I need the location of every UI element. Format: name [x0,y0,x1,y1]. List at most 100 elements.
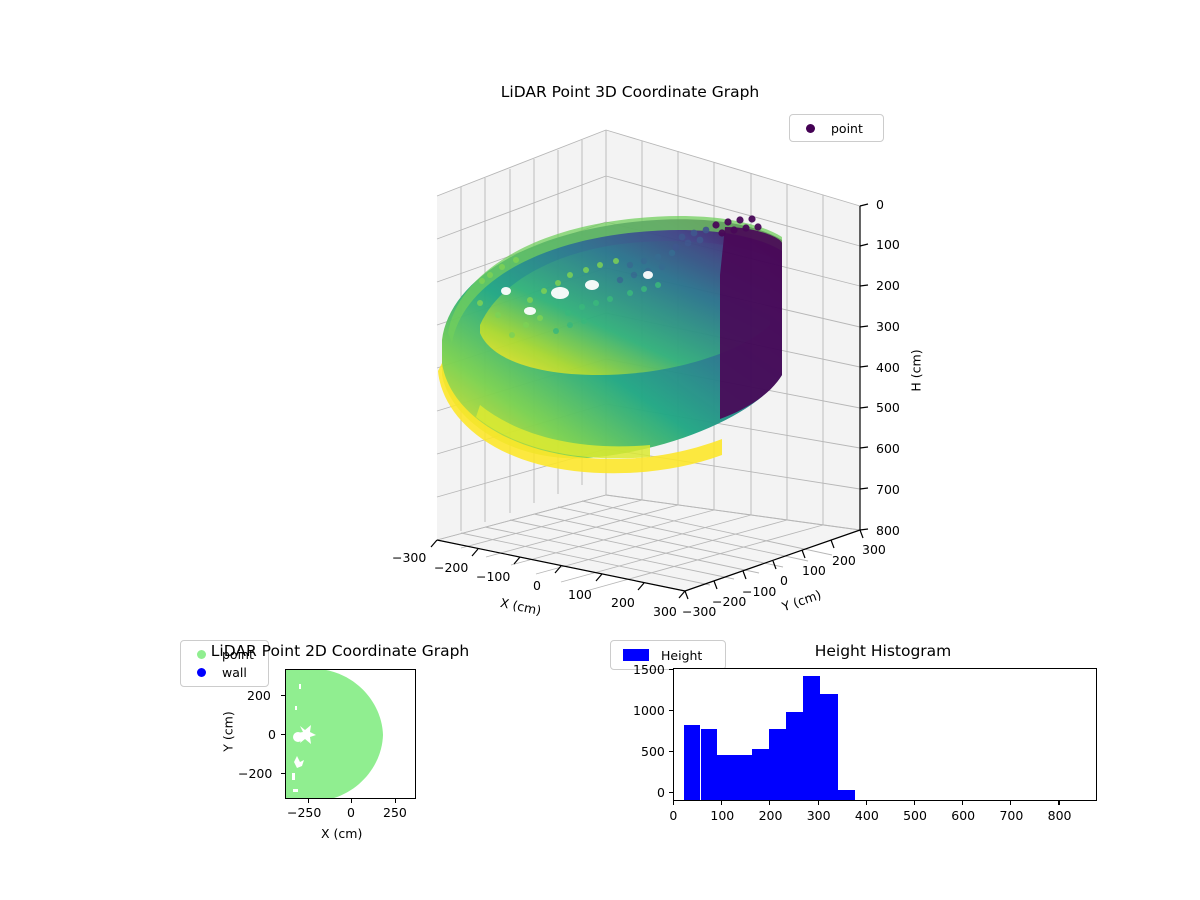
plot3d-xtick-4: 100 [568,587,592,602]
histogram-xtick-mark [769,801,771,805]
histogram-xtick-mark [721,801,723,805]
plot2d-ytick-mark-0 [281,734,285,736]
plot3d-panel: LiDAR Point 3D Coordinate Graph [330,75,930,655]
legend-label-height: Height [661,647,703,663]
histogram-xtick-label: 400 [854,808,879,823]
plot3d-ytick-5: 200 [832,553,856,568]
plot3d-ytick-6: 300 [862,542,886,557]
histogram-xtick-mark [913,801,915,805]
histogram-xtick-label: 200 [758,808,783,823]
legend-item-point[interactable]: point [189,645,260,664]
histogram-xtick-mark [962,801,964,805]
histogram-bar [785,712,804,800]
histogram-bar [837,790,855,800]
legend-item-wall[interactable]: wall [189,664,260,683]
plot3d-xtick-5: 200 [611,595,635,610]
plot3d-zaxis-label: H (cm) [908,349,924,392]
plot3d-xtick-0: −300 [392,550,427,565]
histogram-bar [768,728,786,800]
plot2d-xtick-mark-0 [351,799,353,803]
plot3d-ztick-3: 300 [876,319,900,334]
legend-item-height[interactable]: Height [619,646,717,665]
histogram-ytick-1500: 1500 [633,662,665,677]
plot2d-xtick-0: 0 [347,805,355,820]
histogram-xtick-mark [817,801,819,805]
legend-item-point[interactable]: point [798,119,875,137]
histogram-bars [674,669,1096,800]
plot3d-xtick-6: 300 [653,604,677,619]
plot2d-ytick-0: 0 [268,727,276,742]
plot3d-legend[interactable]: point [789,114,884,142]
plot3d-ztick-1: 100 [876,237,900,252]
histogram-title: Height Histogram [814,642,952,660]
histogram-xtick-mark [865,801,867,805]
plot3d-ztick-6: 600 [876,441,900,456]
plot2d-yaxis-label: Y (cm) [220,711,236,752]
histogram-legend[interactable]: Height [610,640,726,670]
plot3d-xtick-2: −100 [476,569,511,584]
histogram-bar [700,728,718,800]
plot2d-title: LiDAR Point 2D Coordinate Graph [210,642,470,660]
plot2d-ytick-neg200: −200 [238,766,273,781]
height-swatch-icon [623,649,649,661]
plot2d-axes [285,669,416,799]
plot3d-ytick-3: 0 [780,573,788,588]
plot3d-ztick-7: 700 [876,482,900,497]
histogram-xtick-label: 800 [1047,808,1072,823]
histogram-panel: Height Histogram 1500 1000 500 0 0 100 200… [610,640,1130,840]
plot3d-xtick-3: 0 [533,578,541,593]
plot2d-xtick-mark-neg250 [308,799,310,803]
plot2d-ytick-mark-neg200 [281,773,285,775]
histogram-xtick-label: 600 [951,808,976,823]
point-marker-icon [197,649,206,659]
plot2d-ytick-mark-200 [281,695,285,697]
plot2d-panel: LiDAR Point 2D Coordinate Graph [180,640,540,855]
point-cloud [438,215,782,474]
histogram-xtick-label: 100 [710,808,735,823]
histogram-xtick-label: 700 [999,808,1024,823]
histogram-ytick-mark-1500 [669,669,673,671]
legend-label-point: point [831,120,863,136]
histogram-xtick-mark [673,801,675,805]
plot3d-ytick-2: −100 [742,584,777,599]
histogram-bar [803,676,820,800]
plot3d-axes [430,129,869,600]
histogram-bar [683,724,701,800]
histogram-ytick-mark-500 [669,751,673,753]
plot2d-xaxis-label: X (cm) [321,826,363,841]
plot3d-ytick-4: 100 [802,563,826,578]
plot2d-xtick-250: 250 [383,805,407,820]
plot3d-ytick-0: −300 [682,604,717,619]
plot3d-ztick-0: 0 [876,197,884,212]
histogram-ytick-mark-1000 [669,710,673,712]
legend-label-point: point [222,646,254,662]
plot3d-ytick-1: −200 [712,594,747,609]
plot3d-ztick-4: 400 [876,360,900,375]
plot3d-ztick-2: 200 [876,278,900,293]
histogram-bar [819,693,838,800]
histogram-ytick-0: 0 [657,785,665,800]
histogram-ytick-1000: 1000 [633,703,665,718]
histogram-xticks: 0 100 200 300 400 500 600 700 800 [610,640,1130,840]
histogram-xtick-label: 300 [806,808,831,823]
histogram-bar [717,755,735,800]
histogram-bar [752,748,769,800]
histogram-xtick-mark [1010,801,1012,805]
histogram-xtick-label: 0 [669,808,678,823]
histogram-xtick-mark [1058,801,1060,805]
histogram-ytick-500: 500 [641,744,665,759]
plot3d-xtick-1: −200 [434,560,469,575]
wall-marker-icon [197,668,206,678]
plot3d-ztick-5: 500 [876,400,900,415]
plot3d-title: LiDAR Point 3D Coordinate Graph [500,83,760,101]
histogram-bar [734,755,753,800]
legend-label-wall: wall [222,665,247,681]
point-marker-icon [806,123,815,133]
plot2d-xtick-mark-250 [395,799,397,803]
plot2d-point-field [286,670,383,798]
plot2d-ytick-200: 200 [247,688,271,703]
histogram-axes [673,668,1097,801]
plot2d-legend[interactable]: point wall [180,640,269,687]
histogram-ytick-mark-0 [669,792,673,794]
